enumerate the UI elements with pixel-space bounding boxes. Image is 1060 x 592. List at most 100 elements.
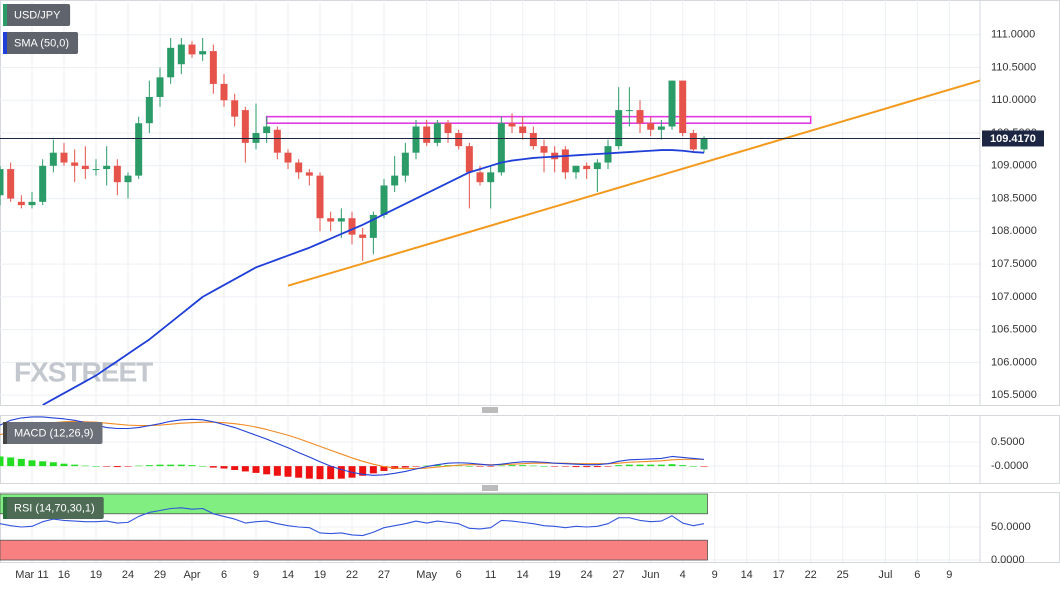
candle-body — [433, 123, 441, 143]
x-tick-label: 14 — [282, 569, 294, 581]
panel-title: MACD (12,26,9) — [14, 427, 93, 439]
candle-body — [145, 96, 153, 124]
signal-line — [0, 420, 705, 470]
candle-body — [657, 126, 665, 130]
rsi-band — [0, 493, 708, 515]
candle-body — [508, 123, 516, 127]
candle-body — [369, 214, 377, 238]
candle-body — [423, 126, 431, 143]
y-tick-label: 0.0000 — [991, 554, 1025, 566]
histogram-bar — [188, 465, 196, 467]
panel-divider[interactable] — [482, 407, 498, 413]
macd-line — [0, 416, 705, 476]
candle-body — [263, 126, 271, 134]
histogram-bar — [433, 465, 441, 467]
x-tick-label: 6 — [456, 569, 462, 581]
histogram-bar — [7, 457, 15, 467]
trendline — [287, 79, 980, 287]
label-box — [3, 4, 71, 26]
histogram-bar — [124, 466, 132, 467]
x-tick-label: 16 — [58, 569, 70, 581]
histogram-bar — [327, 466, 335, 480]
histogram-bar — [700, 466, 708, 467]
candle-body — [700, 138, 708, 150]
histogram-bar — [561, 466, 569, 467]
histogram-bar — [636, 464, 644, 467]
y-tick-label: 111.0000 — [991, 29, 1035, 41]
y-tick-label: 105.5000 — [991, 389, 1037, 401]
histogram-bar — [0, 456, 4, 467]
histogram-bar — [273, 466, 281, 476]
histogram-bar — [540, 466, 548, 467]
candle-body — [689, 133, 697, 150]
candle-body — [81, 165, 89, 170]
x-tick-label: 25 — [837, 569, 849, 581]
candle-body — [679, 80, 687, 134]
histogram-bar — [401, 466, 409, 468]
candle-body — [455, 133, 463, 147]
histogram-bar — [423, 465, 431, 467]
candle-body — [540, 146, 548, 153]
x-tick-label: 14 — [517, 569, 529, 581]
histogram-bar — [551, 466, 559, 467]
y-tick-label: 107.5000 — [991, 258, 1037, 270]
histogram-bar — [209, 466, 217, 468]
histogram-bar — [241, 466, 249, 472]
panel-title: RSI (14,70,30,1) — [14, 502, 95, 514]
candle-body — [476, 172, 484, 183]
x-tick-label: 27 — [613, 569, 625, 581]
histogram-bar — [668, 464, 676, 467]
histogram-bar — [625, 464, 633, 467]
histogram-bar — [337, 466, 345, 479]
candle-body — [487, 172, 495, 183]
candle-body — [593, 162, 601, 170]
x-tick-label: 22 — [346, 569, 358, 581]
candle-body — [412, 126, 420, 153]
candle-body — [401, 152, 409, 176]
x-tick-label: 11 — [485, 569, 496, 581]
histogram-bar — [369, 466, 377, 474]
candle-body — [135, 123, 143, 176]
panel-divider[interactable] — [482, 485, 498, 491]
candle-body — [327, 218, 335, 222]
last-price-label: 109.4170 — [990, 133, 1036, 145]
y-tick-label: 108.0000 — [991, 225, 1037, 237]
histogram-bar — [295, 466, 303, 478]
histogram-bar — [156, 464, 164, 467]
candle-body — [583, 165, 591, 170]
y-tick-label: 106.0000 — [991, 356, 1037, 368]
histogram-bar — [476, 466, 484, 467]
candle-body — [273, 129, 281, 153]
histogram-bar — [135, 465, 143, 467]
y-tick-label: 50.0000 — [991, 521, 1031, 533]
x-tick-label: Jul — [878, 569, 892, 581]
histogram-bar — [284, 466, 292, 477]
histogram-bar — [519, 465, 527, 467]
x-tick-label: 24 — [581, 569, 593, 581]
x-tick-label: Apr — [183, 569, 200, 581]
candle-body — [188, 44, 196, 55]
candle-body — [572, 165, 580, 173]
candle-body — [359, 234, 367, 238]
y-tick-label: 110.0000 — [991, 94, 1036, 106]
x-tick-label: 6 — [914, 569, 920, 581]
candle-body — [60, 152, 68, 163]
histogram-bar — [199, 466, 207, 467]
y-tick-label: 110.5000 — [991, 61, 1036, 73]
candle-body — [49, 152, 57, 166]
plot-area: FXSTREET — [0, 38, 980, 405]
y-tick-label: 109.0000 — [991, 160, 1037, 172]
rsi-band — [0, 539, 708, 561]
histogram-bar — [679, 465, 687, 467]
candle-body — [252, 133, 260, 143]
candle-body — [444, 123, 452, 134]
histogram-bar — [529, 465, 537, 467]
histogram-bar — [177, 464, 185, 467]
plot-area — [0, 493, 708, 561]
candle-body — [71, 162, 79, 166]
histogram-bar — [455, 465, 463, 467]
histogram-bar — [263, 466, 271, 475]
plot-area — [0, 416, 708, 480]
